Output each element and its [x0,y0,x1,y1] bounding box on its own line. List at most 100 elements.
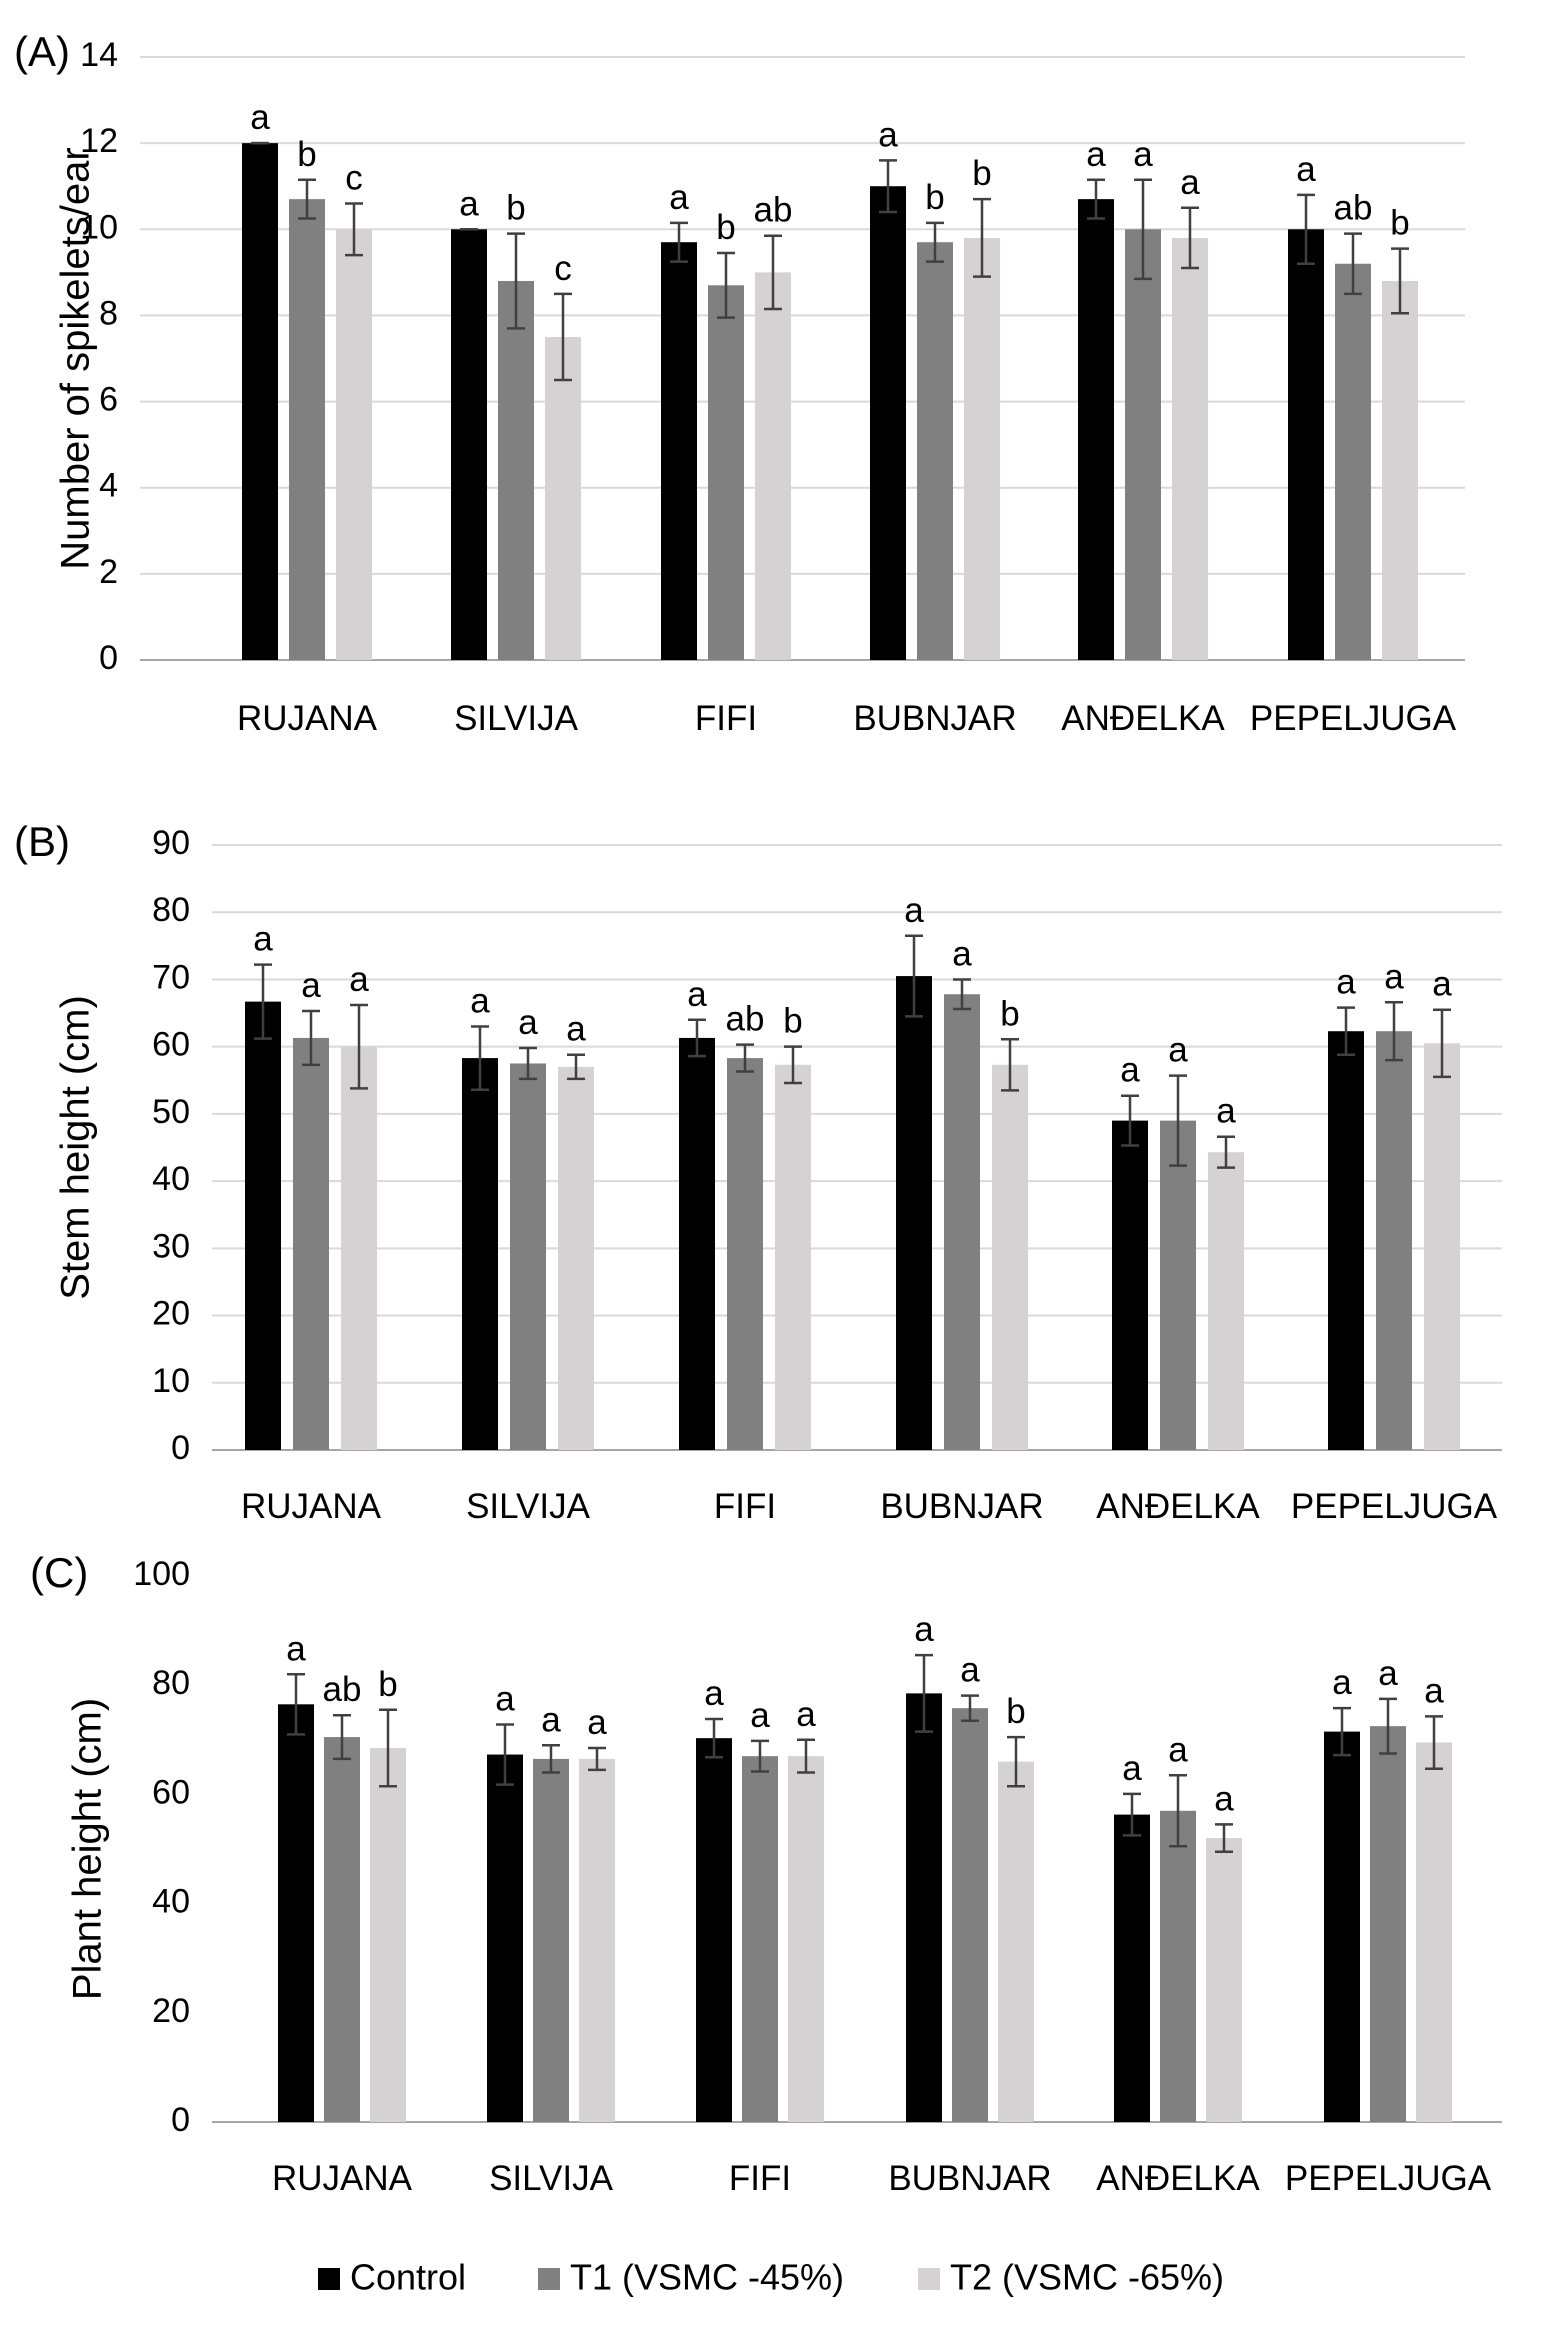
chart-panels: (A) 0 2 4 6 8 10 12 14 Number of spikelets/ear RUJ… [14,28,1502,2198]
y-tick-label: 2 [99,553,118,591]
bar [1324,1731,1360,2122]
y-tick-label: 80 [152,891,190,929]
chart-legend: Control T1 (VSMC -45%) T2 (VSMC -65%) [318,2257,1224,2298]
bar [498,280,534,660]
x-category-label: ANĐELKA [1096,2159,1260,2198]
bar [1112,1120,1148,1450]
significance-letter: a [1378,1654,1398,1693]
x-category-label: PEPELJUGA [1291,1487,1498,1526]
significance-letter: a [587,1703,607,1742]
bar [727,1058,763,1450]
bar [1376,1031,1412,1450]
significance-letter: a [704,1674,724,1713]
y-tick-label: 30 [152,1227,190,1265]
significance-letter: a [1216,1092,1236,1131]
bar [906,1693,942,2122]
significance-letter: a [878,115,898,154]
significance-letter: a [286,1629,306,1668]
significance-letter: b [716,208,735,247]
bar [579,1758,615,2122]
bar [964,237,1000,660]
y-tick-label: 60 [152,1773,190,1811]
y-tick-label: 50 [152,1093,190,1131]
x-category-label: PEPELJUGA [1250,699,1457,738]
bar [324,1737,360,2122]
panel-label: (B) [14,818,70,865]
legend-item: T1 (VSMC -45%) [538,2257,844,2298]
y-tick-label: 10 [80,208,118,246]
bar [1370,1726,1406,2122]
significance-letter: a [960,1651,980,1690]
significance-letter: a [1168,1031,1188,1070]
bar [1114,1814,1150,2122]
bar [293,1037,329,1450]
significance-letter: a [349,960,369,999]
bar [278,1704,314,2122]
panel-label: (C) [30,1549,88,1596]
significance-letter: a [1432,965,1452,1004]
x-category-label: BUBNJAR [880,1487,1043,1526]
significance-letter: a [250,98,270,137]
bar [775,1064,811,1450]
y-tick-label: 80 [152,1664,190,1702]
series-t2: aa b baa [341,960,1460,1450]
y-tick-label: 10 [152,1362,190,1400]
bar [1288,229,1324,661]
significance-letter: b [1390,204,1409,243]
y-axis-title: Number of spikelets/ear [54,147,98,569]
significance-letter: b [972,154,991,193]
significance-letter: c [345,158,363,197]
significance-letter: a [541,1700,561,1739]
bar [533,1758,569,2122]
x-category-label: ANĐELKA [1096,1487,1260,1526]
y-tick-label: 0 [99,639,118,677]
y-tick-label: 0 [171,1429,190,1467]
significance-letter: ab [754,191,793,230]
significance-letter: a [687,975,707,1014]
x-category-label: FIFI [729,2159,791,2198]
panel-a: (A) 0 2 4 6 8 10 12 14 Number of spikelets/ear RUJ… [14,28,1465,738]
bar [1172,237,1208,660]
bar [1424,1043,1460,1450]
bar [341,1046,377,1450]
significance-letter: b [378,1665,397,1704]
bar [336,229,372,661]
x-category-label: BUBNJAR [853,699,1016,738]
significance-letter: a [1122,1749,1142,1788]
y-tick-label: 40 [152,1160,190,1198]
bar [558,1066,594,1450]
bar [487,1754,523,2122]
significance-letter: a [904,891,924,930]
significance-letter: b [925,178,944,217]
bar [1416,1742,1452,2122]
bar [1125,229,1161,661]
significance-letter: a [669,178,689,217]
bar [952,1708,988,2122]
legend-swatch [538,2268,560,2290]
bar [708,285,744,660]
significance-letter: a [1296,150,1316,189]
panel-label: (A) [14,28,70,75]
significance-letter: b [297,135,316,174]
significance-letter: ab [323,1670,362,1709]
significance-letter: a [1332,1663,1352,1702]
series-t2: ba a baa [370,1665,1452,2122]
y-tick-label: 70 [152,958,190,996]
significance-letter: a [470,982,490,1021]
bar [510,1063,546,1450]
x-category-label: SILVIJA [466,1487,591,1526]
significance-letter: a [1120,1051,1140,1090]
x-category-label: SILVIJA [454,699,579,738]
bar [1382,280,1418,660]
bar [896,976,932,1450]
significance-letter: b [1006,1692,1025,1731]
y-tick-label: 90 [152,824,190,862]
y-tick-label: 20 [152,1295,190,1333]
bar [661,242,697,660]
